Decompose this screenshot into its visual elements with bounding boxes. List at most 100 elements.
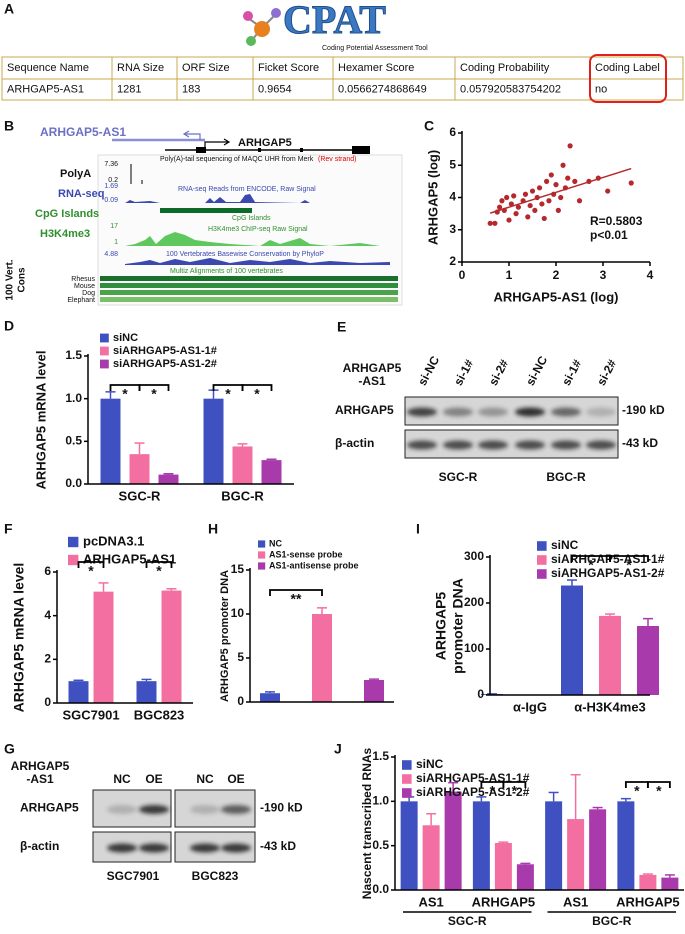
scatter-point — [546, 198, 552, 204]
track-label: 100 Vert. — [5, 259, 16, 300]
table-cell-text: 0.057920583754202 — [460, 83, 561, 95]
y-tick-label: 2 — [449, 254, 456, 268]
significance-bracket — [609, 555, 649, 562]
y-tick-label: 4 — [449, 190, 456, 204]
legend-swatch — [537, 541, 547, 551]
panel-label: E — [337, 319, 346, 335]
legend-swatch — [258, 540, 266, 548]
significance-bracket — [77, 561, 105, 568]
table-header: RNA Size — [117, 62, 164, 74]
blot-band — [515, 440, 545, 450]
scatter-point — [595, 175, 601, 181]
gene-arrow — [204, 138, 231, 150]
legend-label: siARHGAP5-AS1-2# — [551, 566, 665, 580]
scatter-point — [515, 204, 522, 210]
species-label: Mouse — [74, 283, 95, 290]
scatter-point — [499, 198, 505, 204]
scatter-point — [492, 220, 498, 226]
protein-label: ARHGAP5 — [20, 801, 79, 815]
track-title: 100 Vertebrates Basewise Conservation by… — [166, 251, 324, 258]
significance-label: * — [88, 563, 94, 579]
logo-atom — [271, 8, 281, 18]
bar — [136, 681, 157, 703]
x-tick-label: BGC-R — [221, 488, 264, 503]
significance-label: * — [254, 386, 260, 402]
bar — [100, 398, 121, 484]
lane-label: OE — [145, 772, 162, 786]
antisense-gene-label: ARHGAP5-AS1 — [40, 125, 126, 139]
blot-band — [515, 407, 545, 417]
legend-label: siARHGAP5-AS1-2# — [113, 358, 217, 370]
track-max: 4.88 — [104, 251, 118, 258]
y-tick-label: 6 — [44, 564, 51, 578]
lane-label: si-NC — [523, 353, 550, 388]
gene-label: ARHGAP5 — [238, 137, 292, 149]
panel-label: I — [416, 521, 420, 537]
legend-label: NC — [269, 538, 282, 548]
scatter-point — [532, 207, 538, 213]
y-tick-label: 3 — [449, 222, 456, 236]
highlight-box — [589, 54, 667, 103]
scatter-point — [508, 201, 514, 207]
lane-label: OE — [227, 772, 244, 786]
scatter-point — [558, 194, 564, 201]
y-tick-label: 15 — [231, 562, 245, 576]
scatter-point — [562, 185, 569, 191]
scatter-point — [565, 175, 571, 181]
blot-band — [107, 805, 137, 814]
bar — [545, 801, 563, 890]
bar — [472, 801, 490, 890]
species-label: Rhesus — [71, 276, 95, 283]
x-tick-label: α-H3K4me3 — [574, 699, 646, 714]
panel-label: A — [4, 1, 14, 17]
bar — [444, 791, 462, 890]
track-max: 7.36 — [104, 161, 118, 168]
blot-band — [407, 440, 437, 450]
x-tick-label: 2 — [553, 268, 560, 282]
blot-band — [478, 440, 508, 450]
x-tick-label: ARHGAP5 — [472, 894, 536, 909]
species-label: Elephant — [67, 297, 95, 304]
cpat-table: Sequence Name RNA Size ORF Size Ficket Scor… — [1, 54, 684, 103]
significance-bracket — [269, 589, 323, 596]
x-tick-label: 4 — [647, 268, 654, 282]
scatter-point — [522, 191, 529, 197]
table-header: Hexamer Score — [338, 62, 414, 74]
legend-label: AS1-sense probe — [269, 549, 343, 559]
significance-label: * — [225, 386, 231, 402]
blot-band — [551, 407, 581, 417]
lane-label: NC — [196, 772, 214, 786]
significance-label: * — [656, 783, 662, 799]
table-cell-text: 0.9654 — [258, 83, 292, 95]
x-tick-label: BGC823 — [134, 707, 185, 722]
legend-label: siARHGAP5-AS1-1# — [113, 345, 217, 357]
scatter-point — [551, 191, 557, 197]
bar — [93, 591, 114, 703]
y-axis-label: ARHGAP5 — [433, 592, 449, 661]
scatter-point — [487, 220, 493, 226]
species-label: Dog — [82, 290, 95, 297]
track-title: Poly(A)-tail sequencing of MAQC UHR from… — [160, 156, 314, 163]
bar — [161, 590, 182, 703]
significance-label: * — [151, 386, 157, 402]
lane-label: si-1# — [559, 357, 584, 388]
y-tick-label: 0 — [477, 687, 484, 701]
legend-swatch — [402, 774, 412, 784]
protein-label: β-actin — [20, 839, 59, 853]
y-tick-label: 5 — [237, 650, 244, 664]
x-tick-label: ARHGAP5 — [616, 894, 680, 909]
x-tick-label: SGC-R — [119, 488, 162, 503]
bar — [494, 843, 512, 890]
cpat-logo: CPAT Coding Potential Assessment Tool — [243, 0, 428, 52]
blot-band — [478, 407, 508, 417]
x-axis-label: ARHGAP5-AS1 (log) — [494, 289, 619, 304]
significance-bracket — [241, 384, 273, 391]
track-label: PolyA — [60, 168, 91, 180]
blot-band — [407, 407, 437, 417]
legend-label: siARHGAP5-AS1-2# — [416, 785, 530, 799]
significance-label: * — [156, 563, 162, 579]
bar — [312, 614, 332, 702]
significance-label: * — [634, 783, 640, 799]
track-label: Cons — [17, 267, 28, 292]
blot-band — [586, 440, 616, 450]
